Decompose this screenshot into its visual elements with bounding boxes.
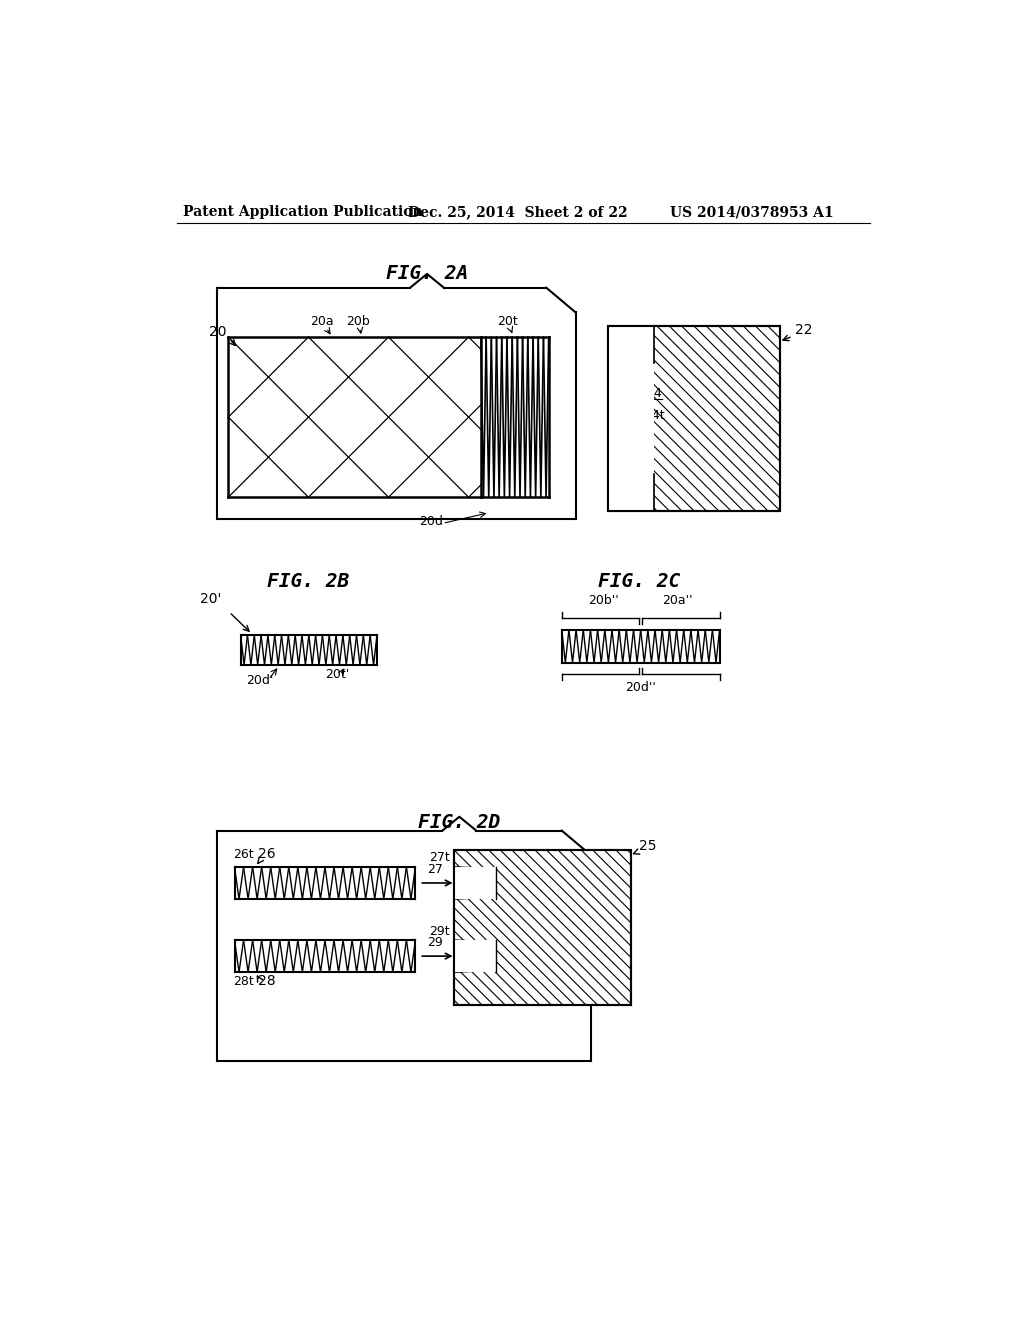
Text: 20a: 20a [309,314,334,327]
Text: 20d'': 20d'' [626,681,656,694]
Bar [454,940,497,973]
Text: 20b'': 20b'' [589,594,620,607]
Text: 27: 27 [427,863,442,876]
Text: 27t: 27t [429,850,451,863]
Bar [608,474,654,511]
Text: 20b: 20b [346,314,370,327]
Text: FIG. 2D: FIG. 2D [418,813,501,832]
Text: 20: 20 [209,325,226,338]
Text: Dec. 25, 2014  Sheet 2 of 22: Dec. 25, 2014 Sheet 2 of 22 [408,206,628,219]
Text: 29: 29 [427,936,442,949]
Text: FIG. 2A: FIG. 2A [386,264,468,284]
Text: 28: 28 [258,974,275,987]
Text: FIG. 2C: FIG. 2C [598,573,680,591]
Bar [454,850,631,1006]
Bar [608,326,779,511]
Bar [454,850,631,1006]
Text: 29t: 29t [429,924,451,937]
Text: FIG. 2B: FIG. 2B [266,573,349,591]
Text: Patent Application Publication: Patent Application Publication [183,206,423,219]
Text: 24t: 24t [644,409,665,421]
Bar [608,326,654,363]
Text: 26: 26 [258,846,275,861]
Text: 20t': 20t' [325,668,349,681]
Text: 24: 24 [646,387,663,400]
Bar [454,867,497,899]
Text: 22: 22 [795,323,813,337]
Text: US 2014/0378953 A1: US 2014/0378953 A1 [670,206,834,219]
Text: 20d': 20d' [246,673,273,686]
Text: 26t: 26t [233,847,254,861]
Text: 20t: 20t [498,314,518,327]
Text: 28t: 28t [233,974,254,987]
Text: 20a'': 20a'' [663,594,693,607]
Text: 20': 20' [200,593,221,606]
Text: 25: 25 [639,840,656,853]
Bar [608,363,654,474]
Bar [608,326,779,511]
Text: 20d: 20d [419,515,442,528]
